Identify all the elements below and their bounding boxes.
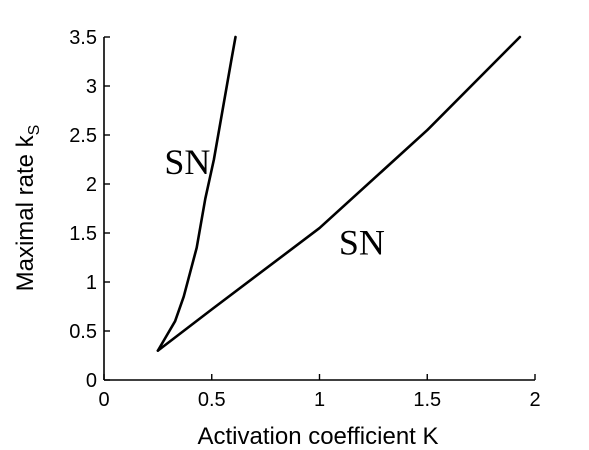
x-ticks: 0 0.5 1 1.5 2 — [98, 374, 541, 411]
y-tick-label: 1.5 — [69, 223, 97, 245]
y-tick-label: 3 — [86, 76, 97, 98]
annotation-group: SN SN — [164, 142, 385, 262]
plot-area: 0 0.5 1 1.5 2 0 0.5 1 1.5 2 2.5 3 3.5 SN SN — [69, 27, 540, 411]
x-tick-label: 1 — [314, 389, 325, 411]
y-tick-label: 0 — [86, 370, 97, 392]
y-axis-title: Maximal rate kS — [12, 125, 43, 292]
y-tick-label: 2 — [86, 174, 97, 196]
y-tick-label: 3.5 — [69, 27, 97, 49]
sn-label: SN — [339, 223, 385, 263]
y-axis-title-subscript: S — [26, 125, 43, 136]
sn-curve-2 — [156, 35, 522, 352]
y-tick-label: 2.5 — [69, 125, 97, 147]
x-tick-label: 2 — [529, 389, 540, 411]
sn-curve-1 — [156, 35, 237, 352]
y-axis-title-main: Maximal rate k — [12, 134, 39, 291]
x-tick-label: 0.5 — [198, 389, 226, 411]
x-axis-title: Activation coefficient K — [197, 423, 438, 450]
y-ticks: 0 0.5 1 1.5 2 2.5 3 3.5 — [69, 27, 110, 392]
x-tick-label: 1.5 — [413, 389, 441, 411]
x-tick-label: 0 — [98, 389, 109, 411]
y-tick-label: 0.5 — [69, 321, 97, 343]
series-group — [156, 35, 522, 352]
sn-label: SN — [164, 142, 210, 182]
y-tick-label: 1 — [86, 272, 97, 294]
